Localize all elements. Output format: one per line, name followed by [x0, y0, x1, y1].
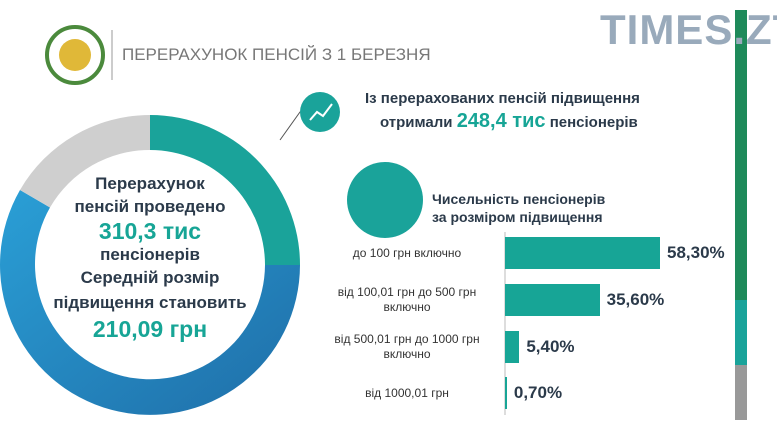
category-label: до 100 грн включно: [352, 245, 462, 260]
donut-text: Середній розмір: [80, 268, 220, 287]
donut-amount: 210,09 грн: [92, 316, 208, 342]
bar: [505, 237, 660, 269]
callout-suffix: пенсіонерів: [549, 114, 638, 131]
bar: [505, 331, 520, 363]
donut-count: 310,3 тис: [98, 218, 202, 244]
logo-center: [59, 39, 91, 71]
side-bar-teal: [735, 300, 747, 365]
logo: [45, 25, 105, 85]
title: ПЕРЕРАХУНОК ПЕНСІЙ З 1 БЕРЕЗНЯ: [122, 45, 431, 64]
bar: [505, 377, 507, 409]
donut-text: підвищення становить: [53, 293, 247, 312]
donut-gray: [20, 114, 150, 208]
callout-count: 248,4 тис: [456, 110, 546, 132]
chart-title: Чисельність пенсіонерів за розміром підв…: [432, 191, 606, 225]
value-label: 0,70%: [513, 383, 563, 402]
donut-text: пенсіонерів: [100, 245, 200, 264]
people-icon: [347, 162, 423, 238]
callout-line2: отримали 248,4 тис пенсіонерів: [380, 110, 638, 133]
callout-text: Із перерахованих пенсій підвищення: [365, 90, 640, 107]
bar: [505, 284, 600, 316]
callout-icon: [300, 92, 340, 132]
side-bar-green: [735, 10, 747, 300]
value-label: 5,40%: [526, 337, 575, 356]
category-label: від 500,01 грн до 1000 грн включно: [334, 332, 480, 361]
side-bar-gray: [735, 365, 747, 420]
donut-blue: [0, 190, 300, 415]
value-label: 35,60%: [606, 290, 665, 309]
category-label: від 1000,01 грн: [365, 385, 449, 400]
callout-prefix: отримали: [380, 114, 453, 131]
icon-arrow: [309, 103, 333, 121]
category-label: від 100,01 грн до 500 грн включно: [337, 285, 477, 314]
watermark: TIMES.ZT: [600, 6, 777, 53]
value-label: 58,30%: [667, 243, 725, 262]
donut-teal: [150, 115, 300, 265]
donut-text: Перерахунок: [95, 174, 205, 193]
donut-text: пенсій проведено: [74, 197, 226, 216]
